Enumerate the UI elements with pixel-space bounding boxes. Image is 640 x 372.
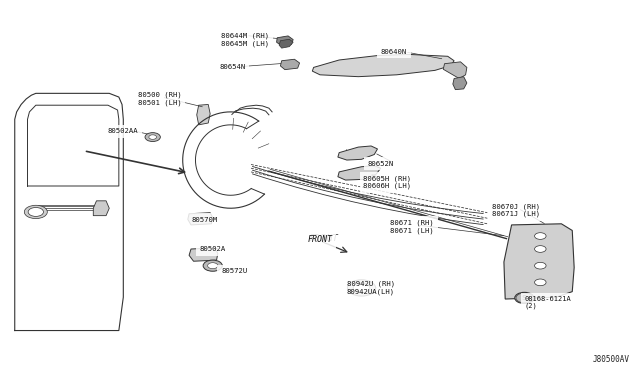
Circle shape — [534, 279, 546, 286]
Circle shape — [24, 205, 47, 219]
Text: 80502AA: 80502AA — [108, 128, 139, 134]
Text: S: S — [522, 295, 527, 301]
Text: FRONT: FRONT — [307, 235, 332, 244]
Circle shape — [207, 263, 218, 269]
Text: 80572U: 80572U — [221, 268, 247, 274]
Circle shape — [353, 283, 370, 293]
Text: 80652N: 80652N — [368, 161, 394, 167]
Text: 80502A: 80502A — [200, 246, 226, 252]
Text: 80570M: 80570M — [191, 217, 217, 223]
Text: 80644M (RH)
80645M (LH): 80644M (RH) 80645M (LH) — [221, 33, 269, 46]
Polygon shape — [276, 36, 293, 46]
Polygon shape — [504, 224, 574, 299]
Circle shape — [145, 133, 161, 141]
Polygon shape — [338, 166, 381, 180]
Text: 80670J (RH)
80671J (LH): 80670J (RH) 80671J (LH) — [492, 203, 541, 217]
Text: 80500 (RH)
80501 (LH): 80500 (RH) 80501 (LH) — [138, 92, 182, 106]
Polygon shape — [279, 39, 293, 48]
Text: 80942U (RH)
80942UA(LH): 80942U (RH) 80942UA(LH) — [347, 281, 395, 295]
Polygon shape — [312, 54, 454, 77]
Polygon shape — [453, 77, 467, 90]
Circle shape — [534, 233, 546, 239]
Circle shape — [28, 208, 44, 217]
Circle shape — [203, 260, 222, 271]
Circle shape — [149, 135, 157, 139]
Polygon shape — [196, 105, 210, 125]
Polygon shape — [338, 146, 378, 160]
Polygon shape — [444, 62, 467, 78]
Text: 08168-6121A
(2): 08168-6121A (2) — [524, 296, 571, 310]
Circle shape — [515, 292, 534, 304]
Circle shape — [348, 280, 376, 296]
Polygon shape — [280, 59, 300, 70]
Polygon shape — [189, 248, 218, 261]
Text: 80654N: 80654N — [219, 64, 245, 70]
Text: 80671 (RH)
80671 (LH): 80671 (RH) 80671 (LH) — [390, 220, 434, 234]
Polygon shape — [188, 213, 212, 225]
Text: J80500AV: J80500AV — [593, 355, 630, 364]
Circle shape — [534, 262, 546, 269]
Circle shape — [534, 246, 546, 252]
Text: 80640N: 80640N — [381, 49, 407, 55]
Text: 80605H (RH)
80606H (LH): 80605H (RH) 80606H (LH) — [364, 175, 412, 189]
Polygon shape — [93, 201, 109, 216]
Text: FRONT: FRONT — [310, 234, 339, 243]
